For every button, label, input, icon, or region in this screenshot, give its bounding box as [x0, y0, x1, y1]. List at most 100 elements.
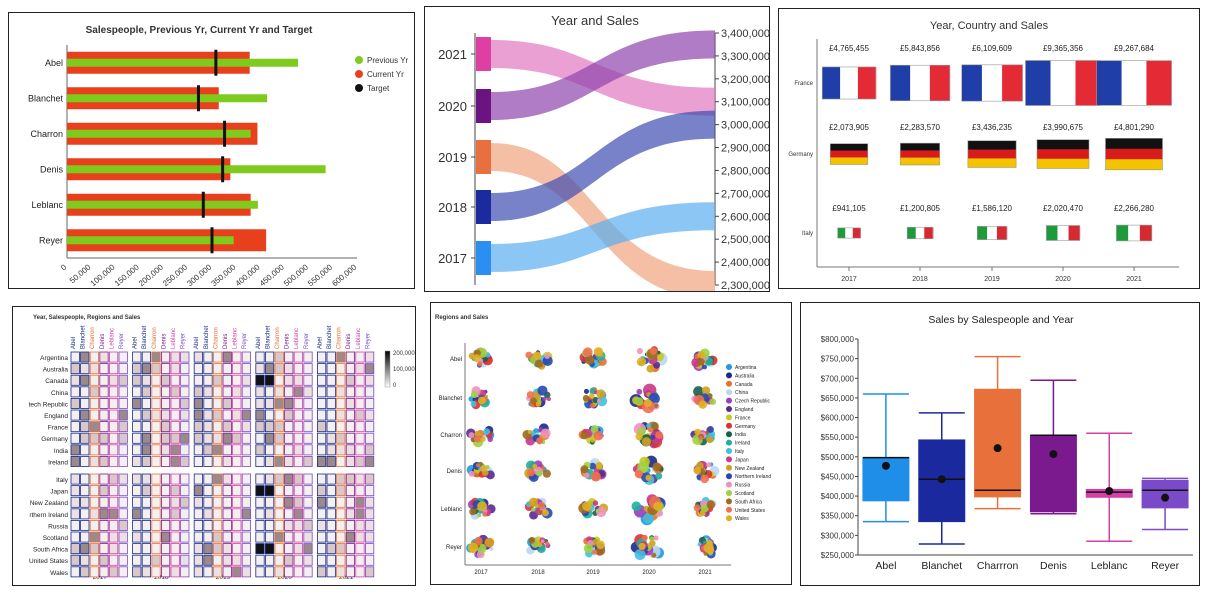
flag-stripe [1036, 139, 1090, 150]
heatmap-cell [345, 398, 356, 409]
heatmap-cell [212, 543, 223, 555]
flag-stripe [1096, 60, 1123, 106]
flag-stripe [1116, 225, 1129, 241]
flag [1096, 60, 1172, 106]
heatmap-cell [193, 409, 203, 421]
heatmap-cell [303, 386, 313, 398]
heatmap-cell [170, 519, 180, 531]
heatmap-cell [274, 363, 284, 375]
bubble [698, 400, 708, 409]
heatmap-cell [80, 363, 90, 375]
person-label: Blanchet [327, 325, 333, 349]
heatmap-cell [203, 444, 213, 456]
heatmap-cell [212, 519, 223, 531]
heatmap-cell [132, 351, 142, 363]
heatmap-cell [241, 496, 251, 508]
heatmap-cell [151, 554, 161, 566]
heatmap-cell [222, 531, 232, 543]
flag-stripe [837, 227, 846, 239]
flag-stripe [830, 157, 868, 165]
heatmap-cell [232, 363, 242, 375]
category-label: Leblanc [31, 200, 63, 210]
heatmap-cell [293, 519, 304, 531]
value-label: £941,105 [832, 204, 866, 213]
heatmap-cell [170, 386, 180, 398]
heatmap-cell [316, 473, 327, 485]
heatmap-cell [118, 444, 128, 456]
flag-stripe [967, 140, 1017, 151]
heatmap-cell [212, 409, 223, 421]
heatmap-cell [241, 508, 251, 520]
heatmap-cell [241, 398, 251, 409]
heatmap-cell [170, 485, 180, 497]
year-label: 2018 [438, 200, 467, 215]
legend-label: France [735, 415, 751, 421]
flag-border [976, 226, 1008, 240]
heatmap-cell [89, 455, 99, 467]
heatmap-cell [118, 519, 128, 531]
y-tick-label: $750,000 [821, 355, 855, 364]
heatmap-cell [355, 398, 365, 409]
heatmap-cell [170, 351, 180, 363]
y-tick-label: $600,000 [821, 414, 855, 423]
chart-title: Year, Country and Sales [930, 20, 1049, 32]
heatmap-cell [80, 508, 90, 520]
person-label: Blanchet [204, 325, 210, 349]
heatmap-cell [293, 409, 304, 421]
heatmap-cell [141, 409, 151, 421]
bubble [643, 512, 655, 524]
category-label: Abel [45, 58, 63, 68]
legend-marker [355, 84, 363, 92]
flag [1036, 139, 1090, 169]
y-tick-label: $350,000 [821, 512, 855, 521]
heatmap-cell [232, 374, 242, 386]
mean-marker [993, 444, 1002, 453]
heatmap-cell [89, 508, 99, 520]
heatmap-cell [316, 374, 327, 386]
region-label: Germany [41, 436, 68, 443]
legend-label: Canada [735, 382, 753, 388]
heatmap-cell [303, 421, 313, 433]
flag [1105, 138, 1163, 171]
chart-title: Year and Sales [551, 13, 639, 28]
heatmap-cell [70, 473, 80, 485]
region-label: Italy [56, 477, 69, 484]
heatmap-cell [274, 543, 284, 555]
bubble [489, 546, 494, 551]
heatmap-cell [355, 496, 365, 508]
heatmap-cell [264, 496, 275, 508]
heatmap-cell [160, 386, 171, 398]
heatmap-cell [99, 432, 109, 444]
heatmap-cell [255, 455, 265, 467]
bubble [538, 501, 546, 510]
person-label: Reyer [181, 333, 187, 349]
sankey-node [476, 37, 491, 71]
legend-marker [726, 473, 732, 480]
person-label: Leblanc [294, 328, 300, 349]
heatmap-cell [336, 386, 346, 398]
heatmap-cell [345, 386, 356, 398]
heatmap-cell [203, 455, 213, 467]
bubble [636, 388, 643, 395]
y-tick-label: 2,600,000 [721, 211, 769, 223]
heatmap-cell [274, 508, 284, 520]
previous-yr-bar [67, 129, 251, 138]
legend-label: Japan [735, 457, 749, 463]
heatmap-cell [355, 386, 365, 398]
heatmap-cell [264, 409, 275, 421]
bubble [649, 536, 655, 542]
target-marker [223, 120, 227, 147]
bubble [655, 472, 663, 480]
heatmap-cell [80, 496, 90, 508]
heatmap-cell [241, 409, 251, 421]
heatmap-cell [203, 409, 213, 421]
heatmap-cell [232, 508, 242, 520]
heatmap-cell [232, 543, 242, 555]
bubble [706, 462, 712, 468]
heatmap-cell [170, 363, 180, 375]
heatmap-cell [284, 566, 294, 578]
person-label: Charron [440, 433, 462, 439]
bubble [702, 364, 707, 370]
legend-marker [726, 422, 732, 429]
heatmap-cell [170, 455, 180, 467]
